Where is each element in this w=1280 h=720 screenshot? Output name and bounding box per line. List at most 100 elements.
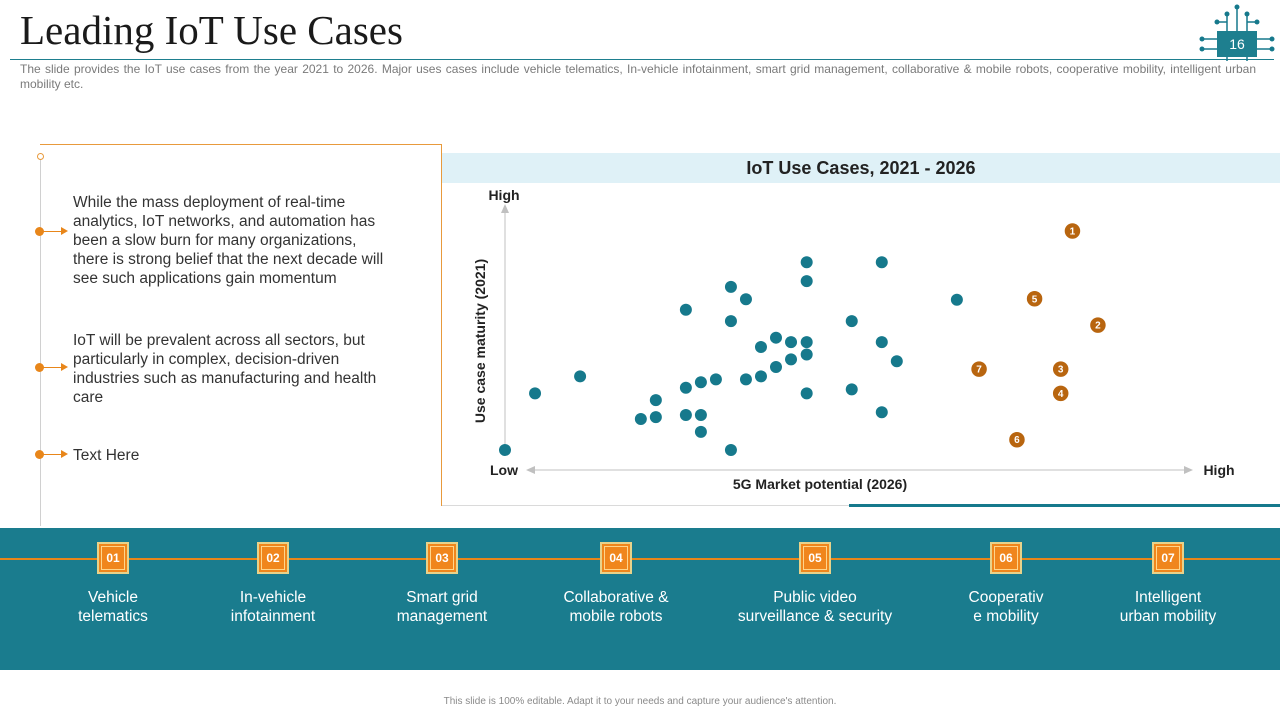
chart-title: IoT Use Cases, 2021 - 2026: [442, 153, 1280, 183]
x-axis-arrow-right: [1184, 466, 1193, 474]
highlighted-point-marker: [1025, 289, 1044, 309]
stage-number: 02: [261, 546, 285, 570]
use-case-stage-01: 01 Vehicle telematics: [23, 542, 203, 626]
x-axis-title: 5G Market potential (2026): [733, 476, 907, 492]
scatter-point: [754, 341, 767, 354]
scatter-point: [875, 336, 888, 349]
scatter-point: [694, 425, 707, 438]
scatter-point: [800, 256, 813, 269]
key-point-3: Text Here: [73, 447, 140, 464]
scatter-point: [800, 275, 813, 288]
scatter-point: [499, 444, 511, 456]
scatter-point: [785, 353, 798, 366]
highlighted-point-marker: [1051, 384, 1070, 403]
timeline-start-marker: [37, 153, 44, 160]
scatter-point: [529, 387, 542, 400]
timeline-line: [40, 158, 41, 526]
highlighted-point-label: 4: [1058, 389, 1064, 400]
stage-number: 03: [430, 546, 454, 570]
stage-label: Cooperativ e mobility: [968, 589, 1044, 625]
scatter-point: [769, 361, 782, 374]
scatter-point: [875, 406, 888, 419]
highlighted-point-label: 7: [976, 365, 982, 376]
highlighted-point-label: 6: [1014, 435, 1020, 446]
stage-number: 04: [604, 546, 628, 570]
use-case-stage-03: 03 Smart grid management: [352, 542, 532, 626]
stage-label: Collaborative & mobile robots: [563, 589, 669, 625]
scatter-point: [785, 336, 798, 349]
scatter-chart: High Low High 5G Market potential (2026)…: [472, 187, 1235, 492]
highlighted-point-marker: [1051, 359, 1070, 379]
stage-number-badge: 06: [990, 542, 1022, 574]
stage-number-badge: 07: [1152, 542, 1184, 574]
circuit-chip-icon: [1198, 4, 1276, 62]
title-divider: [10, 59, 1274, 60]
scatter-point: [649, 394, 662, 407]
highlighted-point-marker: [1063, 221, 1082, 241]
y-axis-title: Use case maturity (2021): [472, 259, 488, 423]
arrow-bullet-icon: [35, 363, 71, 373]
scatter-point: [709, 373, 722, 386]
highlighted-use-case-point: 3: [1051, 359, 1070, 379]
scatter-point: [679, 381, 692, 394]
scatter-point: [845, 383, 858, 396]
use-case-stage-02: 02 In-vehicle infotainment: [183, 542, 363, 626]
scatter-point: [724, 315, 737, 328]
y-axis-high-label: High: [488, 187, 519, 203]
arrow-bullet-icon: [35, 450, 71, 460]
highlighted-use-case-point: 2: [1088, 315, 1108, 335]
slide-description: The slide provides the IoT use cases fro…: [20, 62, 1256, 91]
stage-number: 01: [101, 546, 125, 570]
footer-note: This slide is 100% editable. Adapt it to…: [443, 696, 837, 707]
highlighted-point-label: 3: [1058, 365, 1064, 376]
highlighted-use-case-point: 1: [1063, 221, 1082, 241]
scatter-point: [950, 293, 963, 306]
scatter-point: [890, 355, 903, 368]
scatter-point: [875, 256, 888, 269]
x-axis-arrow-left: [526, 466, 535, 474]
scatter-point: [634, 413, 647, 426]
highlighted-use-case-point: 5: [1025, 289, 1044, 309]
stage-label: Smart grid management: [396, 589, 488, 625]
stage-number: 05: [803, 546, 827, 570]
scatter-point: [800, 348, 813, 361]
stage-label: Vehicle telematics: [78, 589, 148, 625]
scatter-point: [800, 387, 813, 400]
scatter-point: [724, 444, 737, 456]
stage-number-badge: 03: [426, 542, 458, 574]
scatter-point: [679, 303, 692, 316]
use-case-stage-05: 05 Public video surveillance & security: [725, 542, 905, 626]
use-case-stage-04: 04 Collaborative & mobile robots: [526, 542, 706, 626]
highlighted-point-marker: [1007, 430, 1027, 449]
highlighted-point-marker: [1088, 315, 1108, 335]
highlighted-point-label: 2: [1095, 321, 1101, 332]
arrow-bullet-icon: [35, 227, 71, 237]
scatter-point: [754, 370, 767, 383]
scatter-point: [739, 373, 752, 386]
stage-label: Intelligent urban mobility: [1119, 589, 1217, 625]
stage-number-badge: 05: [799, 542, 831, 574]
highlighted-point-marker: [969, 359, 989, 379]
use-cases-band: [0, 528, 1280, 670]
use-case-stage-06: 06 Cooperativ e mobility: [916, 542, 1096, 626]
key-point-1: While the mass deployment of real-time a…: [73, 194, 384, 287]
scatter-point: [679, 409, 692, 422]
stage-number-badge: 04: [600, 542, 632, 574]
panel-top-border: [40, 144, 442, 145]
highlighted-use-case-point: 7: [969, 359, 989, 379]
scatter-point: [694, 409, 707, 422]
panel-right-border: [441, 144, 442, 506]
use-cases-connector-line: [0, 558, 1280, 560]
stage-number: 07: [1156, 546, 1180, 570]
x-axis-low-label: Low: [490, 462, 518, 478]
x-axis-high-label: High: [1203, 462, 1234, 478]
chart-accent-rule: [849, 504, 1280, 507]
key-point-2: IoT will be prevalent across all sectors…: [73, 332, 377, 406]
stage-number-badge: 01: [97, 542, 129, 574]
scatter-point: [845, 315, 858, 328]
stage-label: Public video surveillance & security: [737, 589, 893, 625]
stage-label: In-vehicle infotainment: [230, 589, 316, 625]
scatter-point: [739, 293, 752, 306]
y-axis-arrow-up: [501, 204, 509, 213]
stage-number: 06: [994, 546, 1018, 570]
